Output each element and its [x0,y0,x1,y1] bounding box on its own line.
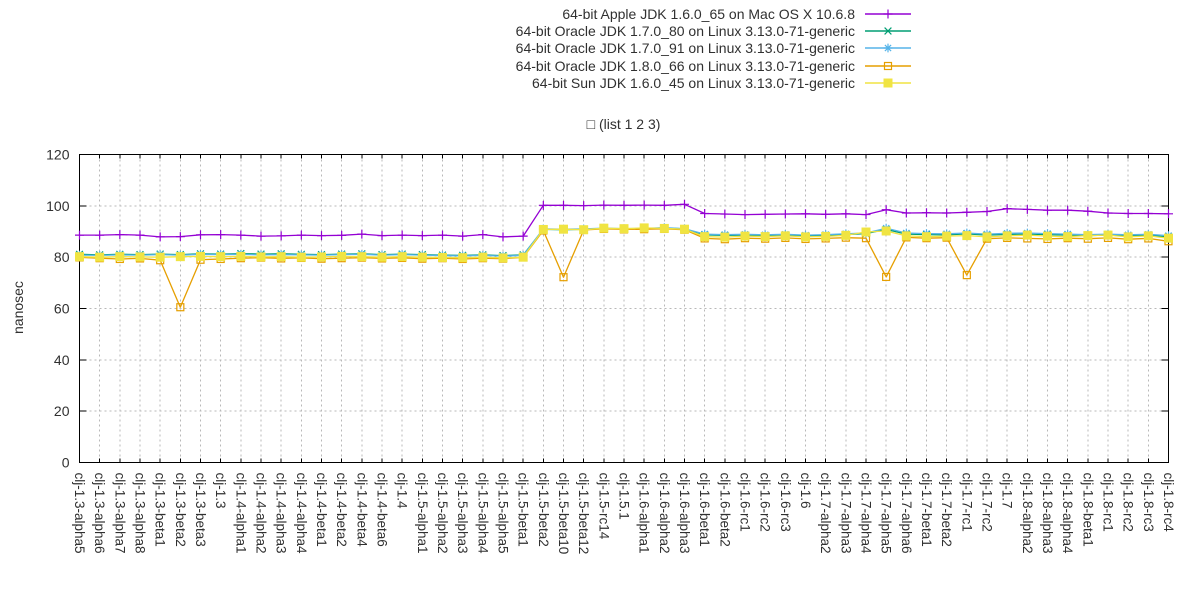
chart-title: □ (list 1 2 3) [586,116,661,132]
y-tick-label: 120 [46,147,70,163]
x-tick-label: clj-1.4-beta6 [375,473,390,547]
legend-sample [865,61,911,70]
x-tick-label: clj-1.6-rc2 [758,473,773,532]
x-tick-label: clj-1.5-alpha4 [475,473,490,555]
x-tick-label: clj-1.4 [395,473,410,510]
y-tick-label: 40 [54,352,70,368]
x-tick-label: clj-1.5-alpha1 [415,473,430,554]
x-tick-label: clj-1.6-rc3 [778,473,793,532]
x-tick-label: clj-1.4-beta2 [334,473,349,547]
legend-item: 64-bit Oracle JDK 1.8.0_66 on Linux 3.13… [0,57,912,74]
legend-sample [865,9,911,19]
series-0-points [75,199,1173,242]
y-tick-label: 60 [54,301,70,317]
x-tick-label: clj-1.5-beta2 [536,473,551,547]
x-tick-label: clj-1.4-alpha2 [254,473,269,554]
x-tick-label: clj-1.7-alpha2 [818,473,833,554]
x-tick-label: clj-1.6 [798,473,813,509]
legend-sample [865,78,911,88]
y-tick-labels: 0 20 40 60 80 100 120 [46,147,70,471]
x-tick-label: clj-1.7 [1000,473,1015,509]
x-tick-label: clj-1.5-beta1 [516,473,531,547]
chart-legend: 64-bit Apple JDK 1.6.0_65 on Mac OS X 10… [0,5,912,92]
x-tick-label: clj-1.5-beta12 [576,473,591,555]
x-tick-label: clj-1.6-rc1 [738,473,753,532]
y-tick-label: 100 [46,198,70,214]
x-tick-label: clj-1.5-alpha5 [496,473,511,554]
legend-label: 64-bit Oracle JDK 1.7.0_80 on Linux 3.13… [515,23,855,40]
x-tick-label: clj-1.3-alpha7 [112,473,127,554]
x-tick-label: clj-1.6-beta1 [697,473,712,547]
x-tick-label: clj-1.6-alpha2 [657,473,672,554]
series-4 [75,223,1173,263]
x-tick-label: clj-1.8-alpha4 [1060,473,1075,555]
x-tick-label: clj-1.5-alpha2 [435,473,450,554]
x-tick-label: clj-1.8-alpha3 [1040,473,1055,554]
x-tick-label: clj-1.3-beta1 [153,473,168,547]
x-tick-label: clj-1.6-alpha1 [637,473,652,554]
x-tick-label: clj-1.3-alpha6 [92,473,107,554]
legend-item: 64-bit Oracle JDK 1.7.0_91 on Linux 3.13… [0,40,912,57]
gridlines [79,154,1169,463]
x-tick-label: clj-1.8-rc3 [1141,473,1156,532]
x-tick-label: clj-1.7-rc2 [980,473,995,532]
legend-sample [865,27,911,35]
x-tick-label: clj-1.8-beta1 [1080,473,1095,547]
x-tick-label: clj-1.7-beta1 [919,473,934,547]
x-tick-label: clj-1.8-alpha2 [1020,473,1035,554]
x-tick-label: clj-1.4-alpha3 [274,473,289,554]
x-tick-label: clj-1.4-beta4 [354,473,369,548]
x-tick-label: clj-1.8-rc4 [1161,473,1176,533]
x-tick-label: clj-1.5.1 [617,473,632,520]
y-tick-label: 80 [54,249,70,265]
x-tick-label: clj-1.7-alpha4 [859,473,874,555]
y-tick-label: 20 [54,403,70,419]
x-tick-label: clj-1.6-beta2 [717,473,732,547]
x-tick-label: clj-1.7-beta2 [939,473,954,547]
x-tick-label: clj-1.3-alpha5 [72,473,87,554]
x-tick-label: clj-1.5-rc14 [596,473,611,540]
x-tick-label: clj-1.7-alpha5 [879,473,894,554]
x-tick-label: clj-1.5-alpha3 [455,473,470,554]
x-tick-label: clj-1.3 [213,473,228,509]
legend-item: 64-bit Oracle JDK 1.7.0_80 on Linux 3.13… [0,22,912,39]
x-tick-label: clj-1.7-alpha3 [838,473,853,554]
x-tick-label: clj-1.8-rc1 [1101,473,1116,532]
series-0 [75,199,1173,242]
x-tick-label: clj-1.3-beta2 [173,473,188,547]
legend-label: 64-bit Oracle JDK 1.7.0_91 on Linux 3.13… [515,40,855,57]
y-tick-label: 0 [62,455,70,471]
x-tick-label: clj-1.7-alpha6 [899,473,914,554]
x-tick-label: clj-1.5-beta10 [556,473,571,555]
x-tick-label: clj-1.6-alpha3 [677,473,692,554]
x-tick-label: clj-1.4-alpha1 [233,473,248,554]
legend-label: 64-bit Oracle JDK 1.8.0_66 on Linux 3.13… [515,57,855,74]
x-tick-label: clj-1.8-rc2 [1121,473,1136,532]
plot-border [79,154,1169,463]
legend-label: 64-bit Sun JDK 1.6.0_45 on Linux 3.13.0-… [532,75,855,92]
series-4-points [75,223,1173,263]
x-tick-label: clj-1.7-rc1 [959,473,974,532]
legend-sample [865,44,911,53]
x-tick-label: clj-1.3-alpha8 [133,473,148,554]
legend-item: 64-bit Sun JDK 1.6.0_45 on Linux 3.13.0-… [0,75,912,92]
x-tick-label: clj-1.4-beta1 [314,473,329,547]
legend-label: 64-bit Apple JDK 1.6.0_65 on Mac OS X 10… [562,5,855,22]
legend-item: 64-bit Apple JDK 1.6.0_65 on Mac OS X 10… [0,5,912,22]
x-tick-labels: clj-1.3-alpha5 clj-1.3-alpha6 clj-1.3-alph… [72,473,1176,555]
x-tick-label: clj-1.4-alpha4 [294,473,309,555]
x-tick-label: clj-1.3-beta3 [193,473,208,547]
